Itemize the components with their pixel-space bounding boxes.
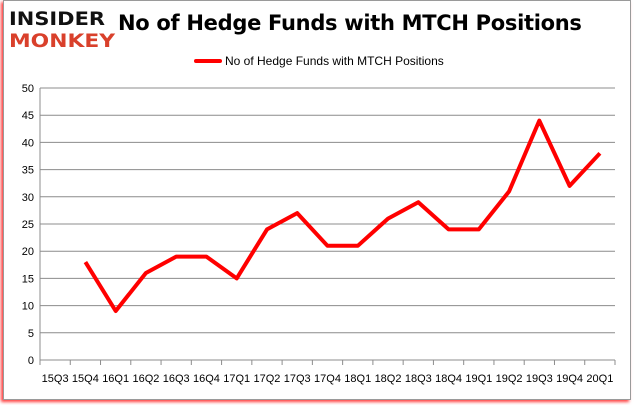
y-tick-label: 0 [28, 355, 34, 367]
x-tick-label: 18Q4 [435, 373, 462, 385]
legend: No of Hedge Funds with MTCH Positions [194, 54, 444, 68]
y-tick-label: 10 [22, 301, 34, 313]
x-tick-label: 17Q4 [314, 373, 341, 385]
insider-monkey-logo: INSIDER MONKEY [9, 8, 115, 50]
x-tick-label: 16Q1 [102, 373, 129, 385]
y-tick-label: 15 [22, 273, 34, 285]
svg-text:INSIDER: INSIDER [9, 8, 105, 30]
x-tick-label: 19Q1 [465, 373, 492, 385]
y-tick-label: 50 [22, 83, 34, 95]
x-tick-label: 16Q4 [193, 373, 220, 385]
y-tick-label: 20 [22, 246, 34, 258]
x-tick-label: 18Q1 [344, 373, 371, 385]
y-tick-label: 5 [28, 328, 34, 340]
chart-border [3, 0, 631, 400]
x-tick-label: 17Q1 [223, 373, 250, 385]
x-tick-label: 19Q4 [556, 373, 583, 385]
x-tick-label: 16Q2 [132, 373, 159, 385]
legend-swatch [194, 59, 222, 63]
chart-title: No of Hedge Funds with MTCH Positions [118, 11, 582, 35]
x-tick-label: 16Q3 [163, 373, 190, 385]
x-tick-label: 19Q2 [496, 373, 523, 385]
svg-text:MONKEY: MONKEY [9, 30, 115, 50]
series-line [83, 118, 602, 313]
x-tick-label: 18Q2 [375, 373, 402, 385]
y-tick-label: 30 [22, 192, 34, 204]
x-tick-label: 19Q3 [526, 373, 553, 385]
x-tick-label: 18Q3 [405, 373, 432, 385]
y-tick-label: 35 [22, 165, 34, 177]
y-tick-label: 45 [22, 110, 34, 122]
legend-label: No of Hedge Funds with MTCH Positions [225, 54, 444, 68]
x-tick-label: 20Q1 [586, 373, 613, 385]
x-tick-label: 15Q4 [72, 373, 99, 385]
x-tick-label: 17Q3 [284, 373, 311, 385]
x-tick-label: 17Q2 [254, 373, 281, 385]
y-tick-label: 40 [22, 137, 34, 149]
x-tick-label: 15Q3 [42, 373, 69, 385]
y-tick-label: 25 [22, 219, 34, 231]
